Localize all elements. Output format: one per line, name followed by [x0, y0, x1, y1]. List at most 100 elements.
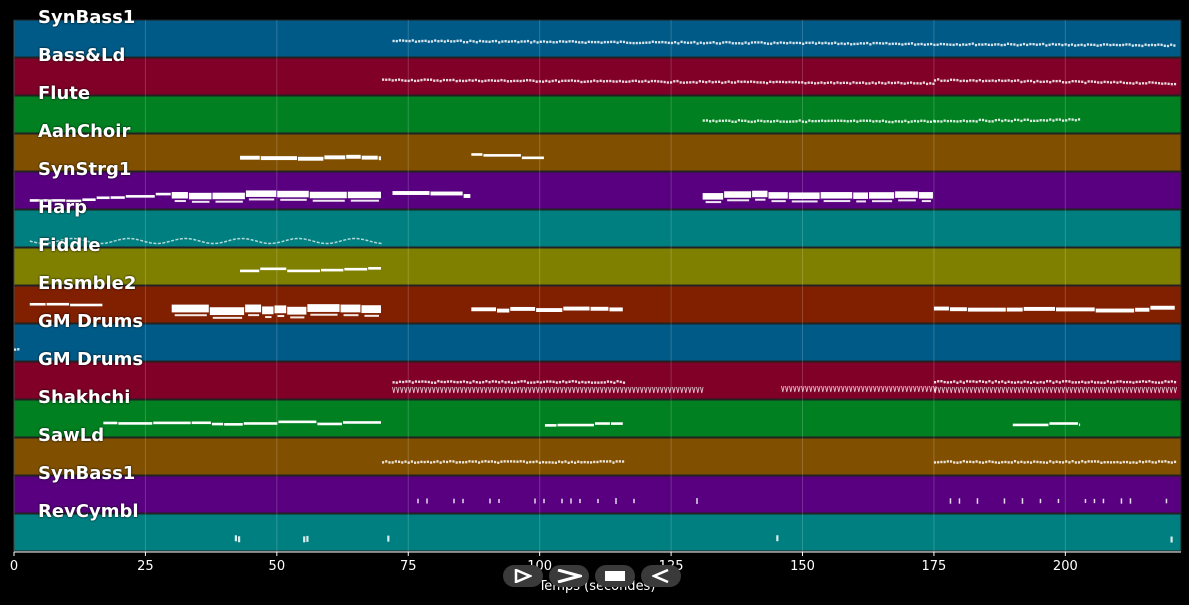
note	[1045, 44, 1048, 47]
track-lane	[13, 323, 1182, 362]
note	[696, 498, 698, 504]
note	[680, 386, 684, 394]
note	[444, 386, 448, 394]
note	[857, 385, 861, 393]
note	[1055, 380, 1058, 383]
note	[965, 79, 969, 83]
note	[684, 386, 688, 394]
note	[578, 381, 581, 384]
note	[420, 460, 423, 464]
track-lane	[13, 475, 1182, 514]
note	[346, 154, 361, 159]
note	[1012, 423, 1049, 427]
note	[969, 380, 972, 383]
note	[436, 460, 439, 463]
note	[395, 39, 398, 43]
note	[972, 79, 975, 82]
note	[449, 78, 452, 82]
note	[1007, 79, 1010, 82]
note	[664, 41, 667, 44]
note	[981, 386, 985, 394]
stop-button[interactable]	[595, 565, 635, 587]
note	[1049, 386, 1053, 394]
note	[889, 385, 893, 393]
note	[721, 81, 724, 85]
note	[1122, 81, 1125, 85]
note	[839, 81, 842, 85]
note	[449, 460, 452, 463]
note	[1106, 380, 1109, 383]
note	[472, 380, 475, 383]
note	[1023, 461, 1026, 464]
note	[775, 80, 778, 84]
note	[583, 80, 586, 83]
note	[715, 120, 718, 123]
note	[621, 460, 625, 463]
note	[943, 119, 946, 122]
play-button[interactable]	[503, 565, 543, 587]
note	[956, 461, 959, 464]
note	[191, 421, 211, 425]
note	[651, 40, 654, 43]
note	[517, 380, 520, 384]
note	[1071, 460, 1074, 463]
note	[1119, 380, 1122, 383]
note	[865, 82, 868, 85]
note	[577, 79, 580, 83]
note	[1029, 461, 1033, 464]
note	[450, 40, 453, 43]
note	[243, 422, 278, 425]
note	[961, 386, 965, 394]
note	[859, 119, 862, 123]
note	[894, 42, 898, 45]
note	[429, 78, 433, 81]
note	[949, 460, 953, 463]
note	[962, 460, 965, 463]
note	[1051, 42, 1054, 46]
note	[1147, 43, 1150, 47]
note	[191, 200, 210, 203]
note	[417, 79, 420, 82]
note	[612, 80, 615, 83]
note	[487, 460, 490, 463]
note	[596, 460, 599, 464]
note	[1073, 386, 1077, 394]
note	[869, 119, 872, 122]
note	[862, 42, 866, 45]
note	[978, 461, 981, 464]
note	[782, 120, 785, 123]
note	[1157, 381, 1161, 384]
note	[917, 120, 920, 123]
note	[1144, 43, 1147, 46]
note	[593, 460, 596, 464]
note	[522, 79, 525, 82]
note	[577, 460, 580, 463]
note	[647, 80, 650, 84]
note	[1125, 386, 1129, 394]
note	[1102, 43, 1106, 46]
note	[801, 81, 804, 84]
note	[405, 380, 408, 383]
note	[773, 120, 776, 123]
x-tick-label: 75	[399, 559, 417, 574]
note	[1125, 43, 1128, 46]
note	[1097, 381, 1100, 384]
fast-forward-button[interactable]	[549, 565, 589, 587]
note	[557, 80, 561, 83]
note	[1039, 80, 1042, 84]
note	[574, 40, 578, 44]
note	[536, 380, 539, 384]
note	[401, 79, 404, 82]
note	[608, 386, 612, 394]
note	[580, 80, 583, 84]
note	[571, 380, 574, 383]
note	[696, 42, 699, 45]
note	[522, 460, 525, 463]
note	[969, 119, 972, 123]
note	[1001, 460, 1004, 464]
note	[917, 385, 921, 393]
note	[510, 381, 514, 384]
note	[635, 41, 638, 45]
note	[1005, 386, 1009, 394]
rewind-button[interactable]	[641, 565, 681, 587]
